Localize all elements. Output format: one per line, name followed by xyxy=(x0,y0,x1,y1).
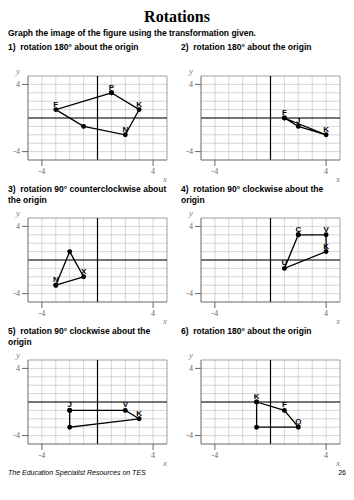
svg-text:K: K xyxy=(323,242,329,251)
svg-text:4: 4 xyxy=(151,309,155,318)
svg-text:N: N xyxy=(122,125,128,134)
svg-text:P: P xyxy=(109,83,115,92)
svg-text:K: K xyxy=(323,125,329,134)
svg-text:Q: Q xyxy=(295,417,301,426)
html-text:Rotations: Rotations xyxy=(144,8,210,25)
svg-text:K: K xyxy=(136,100,142,109)
svg-text:-4: -4 xyxy=(13,431,20,440)
svg-text:-4: -4 xyxy=(186,431,193,440)
svg-text:y: y xyxy=(188,208,193,218)
svg-text:x: x xyxy=(335,458,340,466)
html-text:4) rotation 90° clockwise abou: 4) rotation 90° clockwise about the orig… xyxy=(181,184,326,205)
svg-text:y: y xyxy=(15,208,20,218)
svg-text:K: K xyxy=(254,392,260,401)
svg-text:-4: -4 xyxy=(186,289,193,298)
svg-text:X: X xyxy=(81,267,87,276)
svg-text:-4: -4 xyxy=(39,309,46,318)
svg-text:4: 4 xyxy=(16,222,20,231)
svg-text:4: 4 xyxy=(151,167,155,176)
svg-text:y: y xyxy=(188,66,193,76)
svg-text:-4: -4 xyxy=(13,289,20,298)
svg-text:4: 4 xyxy=(151,451,155,460)
html-text:3) rotation 90° counterclockwi: 3) rotation 90° counterclockwise about t… xyxy=(8,184,169,205)
svg-text:x: x xyxy=(162,174,167,182)
svg-text:F: F xyxy=(282,400,287,409)
html-text:The Education Specialist Resou: The Education Specialist Resources on TE… xyxy=(8,469,146,476)
svg-text:4: 4 xyxy=(16,364,20,373)
svg-text:x: x xyxy=(162,316,167,324)
html-text:2) rotation 180° about the ori: 2) rotation 180° about the origin xyxy=(181,42,312,52)
svg-text:C: C xyxy=(295,225,301,234)
svg-text:x: x xyxy=(162,458,167,466)
svg-text:4: 4 xyxy=(189,364,193,373)
html-text:5) rotation 90° clockwise abou: 5) rotation 90° clockwise about the orig… xyxy=(8,326,153,347)
svg-text:K: K xyxy=(136,409,142,418)
svg-text:x: x xyxy=(335,316,340,324)
svg-text:V: V xyxy=(323,225,329,234)
svg-text:V: V xyxy=(123,400,129,409)
svg-text:-4: -4 xyxy=(212,167,219,176)
svg-text:y: y xyxy=(15,350,20,360)
svg-text:-4: -4 xyxy=(39,167,46,176)
html-text:6) rotation 180° about the ori: 6) rotation 180° about the origin xyxy=(181,326,312,336)
svg-text:F: F xyxy=(53,100,58,109)
html-text:Graph the image of the figure: Graph the image of the figure using the … xyxy=(8,28,256,38)
svg-text:y: y xyxy=(15,66,20,76)
svg-text:-4: -4 xyxy=(13,147,20,156)
svg-text:N: N xyxy=(53,275,59,284)
svg-text:4: 4 xyxy=(324,167,328,176)
svg-text:F: F xyxy=(282,108,287,117)
html-text:26: 26 xyxy=(338,469,346,476)
svg-text:4: 4 xyxy=(324,309,328,318)
svg-text:4: 4 xyxy=(189,222,193,231)
svg-text:4: 4 xyxy=(16,80,20,89)
svg-text:-4: -4 xyxy=(39,451,46,460)
html-text:1) rotation 180° about the ori: 1) rotation 180° about the origin xyxy=(8,42,139,52)
svg-text:J: J xyxy=(296,116,300,125)
svg-text:-4: -4 xyxy=(212,451,219,460)
svg-text:J: J xyxy=(67,400,71,409)
svg-text:4: 4 xyxy=(189,80,193,89)
svg-text:-4: -4 xyxy=(186,147,193,156)
svg-text:-4: -4 xyxy=(212,309,219,318)
svg-text:y: y xyxy=(188,350,193,360)
svg-text:U: U xyxy=(282,258,288,267)
svg-text:x: x xyxy=(335,174,340,182)
svg-text:4: 4 xyxy=(324,451,328,460)
